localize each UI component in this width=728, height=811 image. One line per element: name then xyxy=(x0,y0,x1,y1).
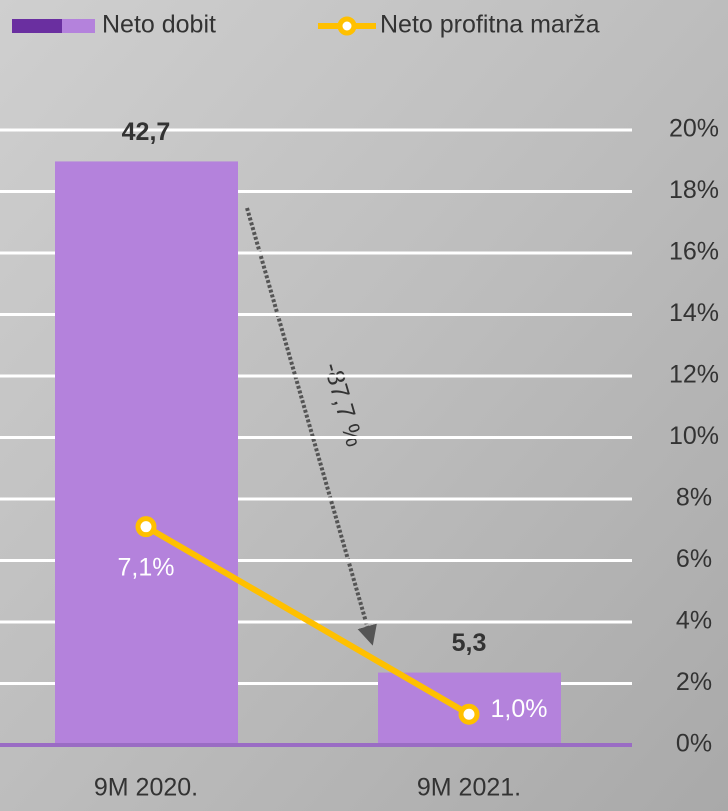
legend-label: Neto dobit xyxy=(102,11,216,39)
legend-swatch xyxy=(62,19,95,33)
y2-tick-label: 8% xyxy=(676,484,712,512)
y2-tick-label: 6% xyxy=(676,545,712,573)
y2-tick-label: 20% xyxy=(669,115,719,143)
y2-tick-label: 16% xyxy=(669,238,719,266)
legend-swatch xyxy=(340,19,354,33)
data-label: 5,3 xyxy=(452,629,487,657)
x-tick-label: 9M 2020. xyxy=(94,774,198,802)
y2-tick-label: 18% xyxy=(669,176,719,204)
y2-tick-label: 0% xyxy=(676,730,712,758)
bar xyxy=(55,161,238,745)
y2-tick-label: 12% xyxy=(669,361,719,389)
y2-tick-label: 2% xyxy=(676,668,712,696)
x-tick-label: 9M 2021. xyxy=(417,774,521,802)
legend-swatch xyxy=(12,19,62,33)
chart: Neto dobit Neto profitna marža -87,7 % 0… xyxy=(0,0,728,811)
y2-tick-label: 14% xyxy=(669,299,719,327)
line-point xyxy=(138,519,154,535)
y2-tick-label: 10% xyxy=(669,422,719,450)
data-label: 42,7 xyxy=(122,118,171,146)
legend-label: Neto profitna marža xyxy=(380,11,600,39)
y2-tick-label: 4% xyxy=(676,607,712,635)
data-label: 7,1% xyxy=(118,553,175,581)
line-point xyxy=(461,706,477,722)
data-label: 1,0% xyxy=(491,695,548,723)
